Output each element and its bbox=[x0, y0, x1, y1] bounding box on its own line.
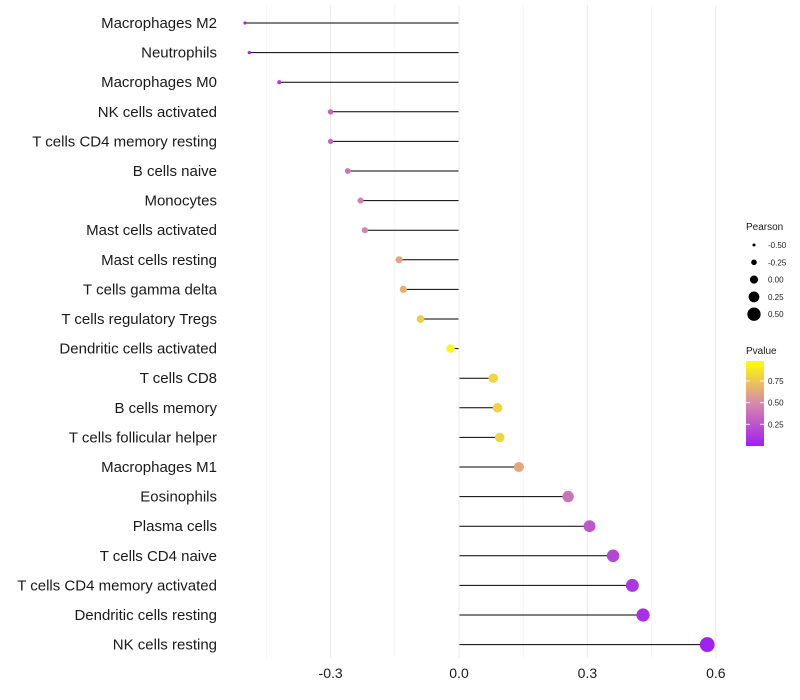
lollipop-dot bbox=[488, 373, 498, 383]
lollipop-dot bbox=[494, 432, 505, 443]
category-label: NK cells resting bbox=[113, 637, 217, 654]
pearson-legend-dot bbox=[748, 291, 760, 303]
lollipop-dot bbox=[636, 608, 650, 622]
pearson-legend-label: 0.25 bbox=[768, 293, 784, 302]
lollipop-dot bbox=[344, 168, 351, 174]
category-labels: Macrophages M2 Neutrophils Macrophages M0 N… bbox=[17, 15, 217, 654]
lollipop-dots bbox=[243, 21, 715, 653]
lollipop-dot bbox=[327, 138, 334, 145]
category-label: Mast cells resting bbox=[101, 252, 217, 269]
category-label: Monocytes bbox=[144, 193, 217, 210]
category-label: Mast cells activated bbox=[86, 222, 217, 239]
category-label: B cells naive bbox=[133, 163, 217, 180]
category-label: B cells memory bbox=[114, 400, 217, 417]
category-label: T cells regulatory Tregs bbox=[61, 311, 217, 328]
pvalue-legend-label: 0.75 bbox=[768, 377, 784, 386]
category-label: T cells CD8 bbox=[140, 370, 217, 387]
lollipop-dot bbox=[625, 578, 639, 592]
lollipop-dot bbox=[446, 344, 455, 353]
category-label: NK cells activated bbox=[98, 104, 217, 121]
lollipop-dot bbox=[492, 403, 503, 413]
pearson-size-legend: Pearson -0.50 -0.25 0.00 0.25 0.50 bbox=[746, 222, 787, 321]
lollipop-dot bbox=[606, 549, 620, 563]
pvalue-legend-title: Pvalue bbox=[746, 346, 777, 357]
x-tick-label: 0.6 bbox=[706, 665, 726, 681]
lollipop-dot bbox=[357, 197, 364, 204]
category-label: Plasma cells bbox=[133, 518, 217, 535]
category-label: Macrophages M2 bbox=[101, 15, 217, 32]
lollipop-dot bbox=[395, 256, 403, 264]
x-axis-ticks: -0.3 0.0 0.3 0.6 bbox=[319, 665, 726, 681]
pearson-legend-label: -0.25 bbox=[768, 258, 787, 267]
x-tick-label: 0.0 bbox=[449, 665, 469, 681]
lollipop-dot bbox=[243, 21, 247, 25]
category-label: Macrophages M0 bbox=[101, 74, 217, 91]
pearson-legend-dot bbox=[747, 307, 761, 321]
pearson-legend-dot bbox=[749, 275, 759, 284]
category-label: T cells gamma delta bbox=[83, 281, 218, 298]
category-label: Eosinophils bbox=[140, 489, 217, 506]
category-label: Macrophages M1 bbox=[101, 459, 217, 476]
grid-lines bbox=[265, 5, 717, 658]
lollipop-dot bbox=[277, 80, 282, 85]
lollipop-dot bbox=[327, 109, 334, 115]
lollipop-dot bbox=[583, 520, 596, 533]
lollipop-dot bbox=[361, 227, 368, 234]
pearson-legend-label: -0.50 bbox=[768, 241, 787, 250]
lollipop-dot bbox=[416, 315, 425, 323]
lollipop-dot bbox=[562, 490, 574, 503]
lollipop-dot bbox=[699, 637, 715, 653]
category-label: T cells follicular helper bbox=[69, 429, 217, 446]
category-label: Dendritic cells resting bbox=[74, 607, 217, 624]
lollipop-dot bbox=[399, 285, 407, 293]
x-tick-label: -0.3 bbox=[319, 665, 343, 681]
x-tick-label: 0.3 bbox=[578, 665, 598, 681]
category-label: Dendritic cells activated bbox=[59, 341, 217, 358]
pvalue-legend-label: 0.50 bbox=[768, 399, 784, 408]
category-label: T cells CD4 memory activated bbox=[17, 577, 217, 594]
category-label: T cells CD4 memory resting bbox=[32, 133, 217, 150]
lollipop-stems bbox=[245, 22, 708, 646]
pearson-legend-dot bbox=[751, 259, 757, 266]
pearson-legend-label: 0.00 bbox=[768, 276, 784, 285]
pvalue-colorbar bbox=[746, 361, 764, 446]
pearson-legend-dot bbox=[752, 243, 756, 247]
category-label: T cells CD4 naive bbox=[100, 548, 217, 565]
pvalue-legend-label: 0.25 bbox=[768, 420, 784, 429]
pearson-legend-label: 0.50 bbox=[768, 310, 784, 319]
pvalue-color-legend: Pvalue 0.75 0.50 0.25 bbox=[746, 346, 784, 446]
pearson-legend-title: Pearson bbox=[746, 222, 783, 233]
lollipop-dot bbox=[247, 50, 251, 55]
category-label: Neutrophils bbox=[141, 45, 217, 62]
lollipop-dot bbox=[513, 461, 524, 473]
